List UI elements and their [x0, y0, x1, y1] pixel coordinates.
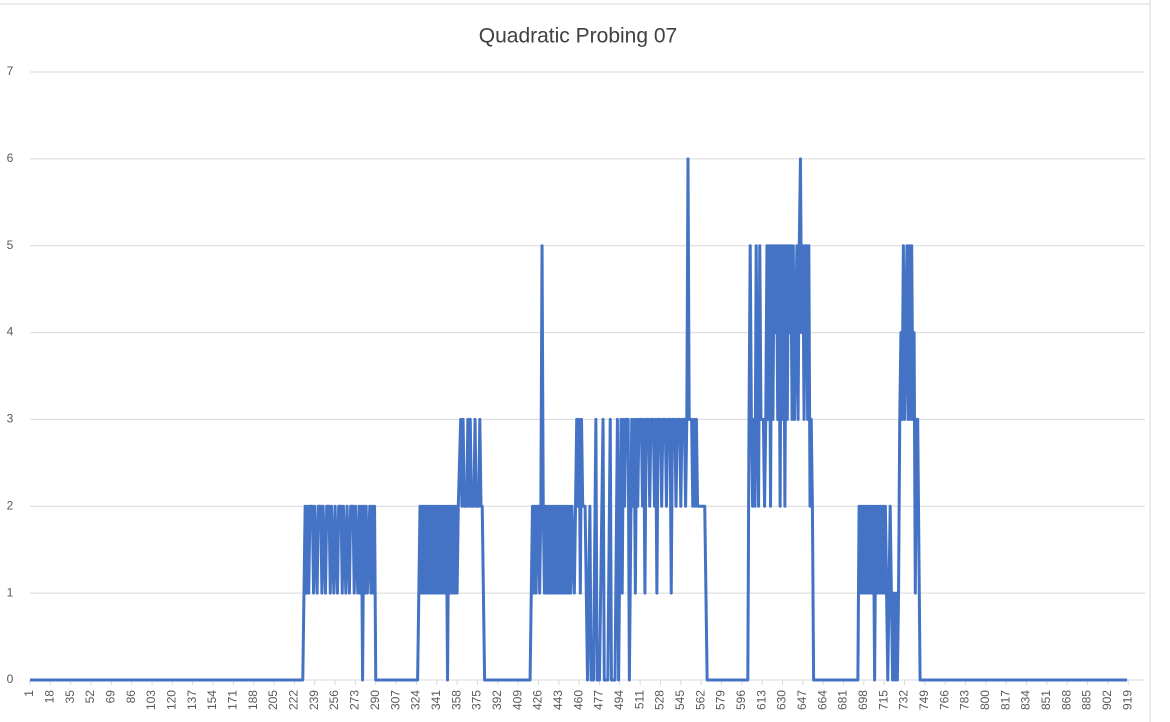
x-tick-label: 1 — [22, 690, 36, 697]
y-tick-label: 5 — [7, 238, 14, 252]
x-tick-label: 273 — [348, 690, 362, 710]
x-tick-label: 664 — [815, 690, 829, 710]
x-tick-label: 239 — [307, 690, 321, 710]
x-tick-label: 358 — [449, 690, 463, 710]
y-tick-label: 7 — [7, 64, 14, 78]
x-tick-label: 851 — [1039, 690, 1053, 710]
y-tick-label: 1 — [7, 585, 14, 599]
x-tick-label: 698 — [856, 690, 870, 710]
y-tick-label: 0 — [7, 672, 14, 686]
x-tick-label: 256 — [327, 690, 341, 710]
x-tick-label: 783 — [958, 690, 972, 710]
x-tick-label: 817 — [998, 690, 1012, 710]
x-tick-label: 137 — [185, 690, 199, 710]
x-tick-label: 766 — [937, 690, 951, 710]
x-tick-label: 205 — [266, 690, 280, 710]
x-tick-label: 562 — [693, 690, 707, 710]
x-tick-label: 86 — [124, 690, 138, 704]
x-tick-label: 902 — [1100, 690, 1114, 710]
x-tick-label: 528 — [653, 690, 667, 710]
x-tick-label: 494 — [612, 690, 626, 710]
x-tick-label: 154 — [205, 690, 219, 710]
x-tick-label: 613 — [754, 690, 768, 710]
x-tick-label: 715 — [876, 690, 890, 710]
y-tick-label: 3 — [7, 412, 14, 426]
x-tick-label: 460 — [571, 690, 585, 710]
x-tick-label: 69 — [104, 690, 118, 704]
x-tick-label: 307 — [388, 690, 402, 710]
y-tick-label: 2 — [7, 498, 14, 512]
chart-title: Quadratic Probing 07 — [479, 25, 677, 48]
x-tick-label: 545 — [673, 690, 687, 710]
x-tick-label: 375 — [470, 690, 484, 710]
x-tick-label: 868 — [1059, 690, 1073, 710]
x-tick-label: 443 — [551, 690, 565, 710]
x-tick-label: 171 — [226, 690, 240, 710]
x-tick-label: 188 — [246, 690, 260, 710]
x-tick-label: 579 — [714, 690, 728, 710]
x-tick-label: 222 — [287, 690, 301, 710]
x-tick-label: 647 — [795, 690, 809, 710]
x-tick-label: 477 — [592, 690, 606, 710]
x-tick-label: 749 — [917, 690, 931, 710]
x-tick-label: 409 — [510, 690, 524, 710]
x-tick-label: 392 — [490, 690, 504, 710]
x-tick-label: 290 — [368, 690, 382, 710]
x-tick-label: 103 — [144, 690, 158, 710]
x-tick-label: 18 — [43, 690, 57, 704]
x-tick-label: 596 — [734, 690, 748, 710]
x-tick-label: 885 — [1080, 690, 1094, 710]
y-tick-label: 4 — [7, 325, 14, 339]
x-tick-label: 324 — [409, 690, 423, 710]
data-line — [30, 157, 1128, 682]
x-tick-label: 426 — [531, 690, 545, 710]
x-tick-label: 800 — [978, 690, 992, 710]
x-tick-label: 511 — [632, 690, 646, 709]
x-tick-label: 35 — [63, 690, 77, 704]
x-tick-label: 341 — [429, 690, 443, 710]
x-tick-label: 834 — [1019, 690, 1033, 710]
x-tick-label: 630 — [775, 690, 789, 710]
y-tick-label: 6 — [7, 151, 14, 165]
x-tick-label: 52 — [83, 690, 97, 704]
x-tick-label: 732 — [897, 690, 911, 710]
x-tick-label: 681 — [836, 690, 850, 710]
x-tick-label: 919 — [1120, 690, 1134, 710]
x-tick-label: 120 — [165, 690, 179, 710]
